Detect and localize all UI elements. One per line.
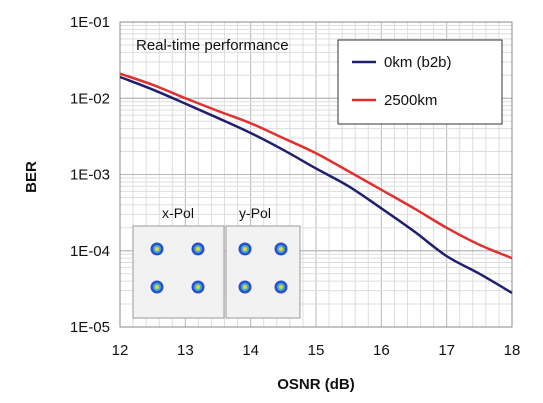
y-tick-label: 1E-03 (70, 167, 110, 184)
constellation-insets: x-Pol y-Pol (132, 205, 301, 319)
legend-label-0km: 0km (b2b) (384, 54, 452, 71)
x-tick-label: 18 (504, 342, 521, 359)
y-tick-label: 1E-02 (70, 90, 110, 107)
constellation-point (155, 285, 159, 289)
x-tick-label: 15 (308, 342, 325, 359)
series-line-1 (119, 72, 513, 260)
x-tick-label: 12 (112, 342, 129, 359)
plot-area (119, 21, 513, 328)
inset-title-y-pol: y-Pol (239, 205, 271, 221)
x-tick-label: 16 (373, 342, 390, 359)
y-tick-label: 1E-04 (70, 243, 110, 260)
legend-label-2500km: 2500km (384, 92, 437, 109)
x-axis-ticks: 12 13 14 15 16 17 18 (112, 342, 521, 359)
legend-box (337, 39, 503, 125)
y-axis-ticks: 1E-05 1E-04 1E-03 1E-02 1E-01 (70, 14, 110, 336)
series-line-0 (119, 75, 513, 294)
constellation-point (196, 285, 200, 289)
constellation-point (243, 285, 247, 289)
inset-panel-y-pol (225, 225, 301, 319)
y-tick-label: 1E-01 (70, 14, 110, 31)
y-axis-label: BER (23, 161, 40, 193)
constellation-point (279, 247, 283, 251)
legend: 0km (b2b) 2500km (337, 39, 503, 125)
y-tick-label: 1E-05 (70, 319, 110, 336)
constellation-point (243, 247, 247, 251)
constellation-point (196, 247, 200, 251)
inset-title-x-pol: x-Pol (162, 205, 194, 221)
series-lines (119, 72, 513, 294)
x-tick-label: 13 (177, 342, 194, 359)
x-axis-label: OSNR (dB) (277, 376, 355, 393)
annotation-real-time-performance: Real-time performance (136, 37, 289, 54)
constellation-point (279, 285, 283, 289)
inset-panel-x-pol (132, 225, 225, 319)
x-tick-label: 14 (242, 342, 259, 359)
x-tick-label: 17 (438, 342, 455, 359)
constellation-point (155, 247, 159, 251)
